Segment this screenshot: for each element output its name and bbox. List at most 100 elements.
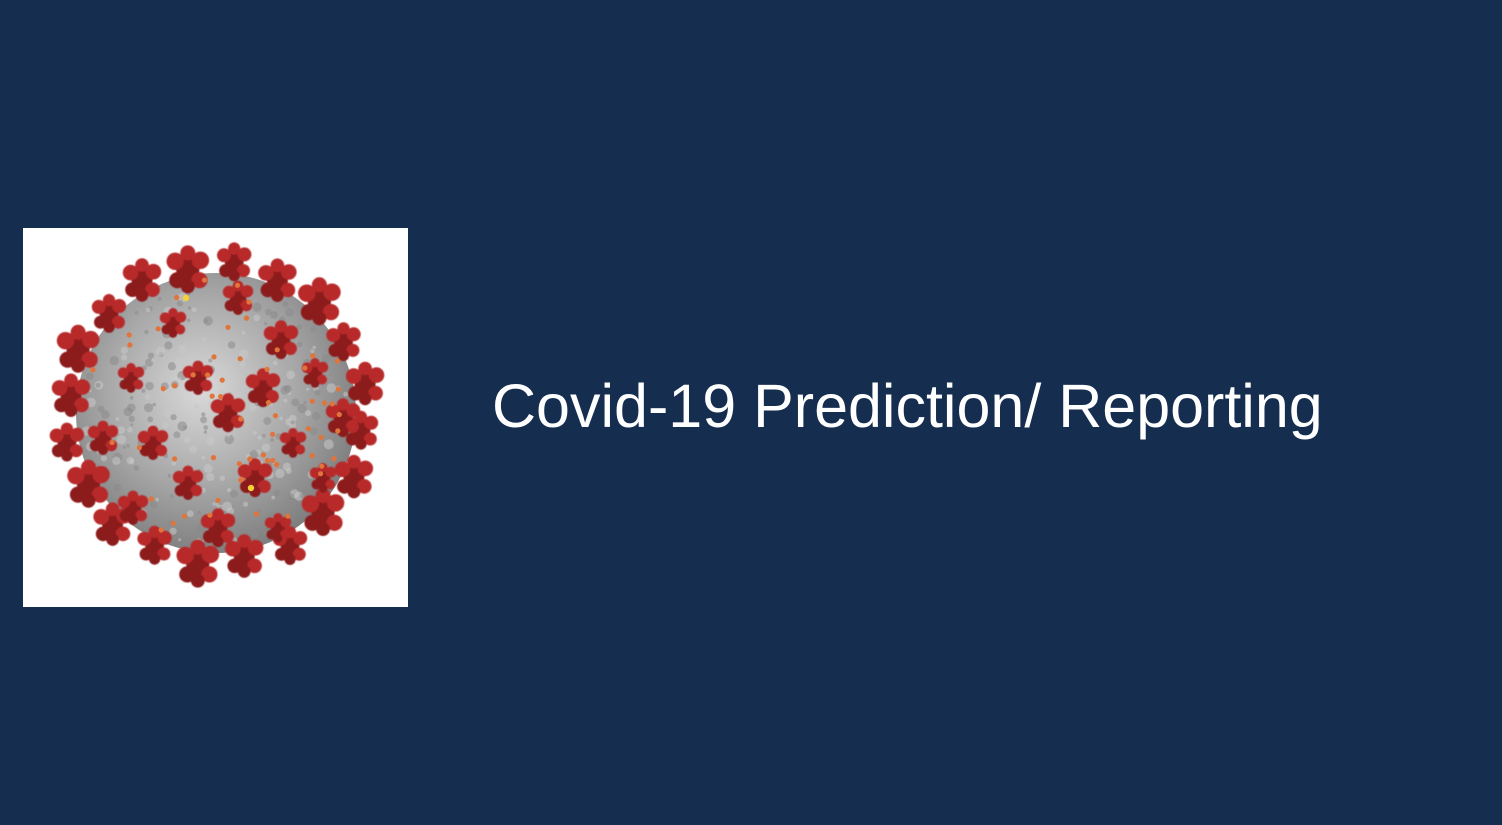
protein-dot [318,471,324,477]
surface-texture-blob [113,483,122,492]
protein-dot [253,511,259,517]
surface-texture-blob [252,431,257,436]
surface-texture-blob [144,403,154,413]
spike-protein [222,280,254,315]
surface-texture-blob [264,322,268,326]
protein-dot [148,496,154,502]
spike-protein [334,454,374,499]
spike-protein [91,294,127,333]
slide-title: Covid-19 Prediction/ Reporting [492,372,1323,440]
protein-dot [334,358,340,364]
surface-texture-blob [117,426,125,435]
spike-protein [326,322,361,362]
protein-dot [238,416,244,422]
surface-texture-blob [147,352,155,359]
surface-texture-blob [178,538,182,542]
surface-texture-blob [146,307,151,313]
surface-texture-blob [321,354,330,363]
surface-texture-blob [152,402,157,407]
surface-texture-blob [115,417,120,421]
surface-texture-blob [171,461,177,467]
surface-texture-blob [312,345,316,350]
surface-texture-blob [167,362,177,371]
spike-protein [159,308,187,338]
surface-texture-blob [191,307,197,313]
surface-texture-blob [186,510,194,518]
surface-texture-blob [226,487,232,493]
surface-texture-blob [273,489,281,497]
spike-protein [56,324,100,373]
surface-texture-blob [208,358,213,363]
protein-dot [270,431,276,437]
surface-texture-blob [109,356,119,366]
surface-texture-blob [326,383,337,393]
spike-protein [301,488,345,536]
surface-texture-blob [164,341,173,350]
protein-dot [285,513,291,519]
spike-protein [258,258,297,302]
spike-protein [176,539,220,588]
surface-texture-blob [156,346,165,356]
surface-texture-blob [170,414,177,421]
protein-dot [170,520,176,526]
surface-texture-blob [145,381,154,391]
protein-dot [172,383,178,389]
spike-protein [200,508,236,548]
surface-texture-blob [226,433,231,438]
surface-texture-blob [262,530,268,536]
highlight-dot [182,294,190,302]
surface-texture-blob [127,403,136,412]
surface-texture-blob [253,314,261,322]
protein-dot [331,456,337,462]
protein-dot [246,299,252,305]
protein-dot [260,452,267,458]
surface-texture-blob [207,401,211,405]
surface-texture-blob [283,384,292,393]
surface-texture-blob [169,527,177,535]
surface-texture-blob [219,475,226,481]
spike-protein [225,534,264,578]
protein-dot [302,365,308,371]
protein-dot [225,324,231,330]
surface-texture-blob [270,311,279,319]
spike-protein [117,490,149,525]
surface-texture-blob [271,495,276,500]
surface-texture-blob [194,403,200,409]
protein-dot [247,456,253,462]
protein-dot [274,461,280,468]
protein-dot [265,400,271,406]
surface-texture-blob [265,308,272,316]
protein-dot [174,294,180,301]
surface-texture-blob [215,503,219,507]
surface-texture-blob [122,445,126,449]
spike-protein [245,368,281,408]
surface-texture-blob [155,497,159,502]
spike-protein [137,525,172,565]
surface-texture-blob [290,420,295,425]
surface-texture-blob [291,398,300,407]
spike-protein [264,513,292,543]
protein-dot [336,411,342,418]
surface-texture-blob [167,473,172,478]
surface-texture-blob [230,489,238,498]
surface-texture-blob [263,416,272,425]
surface-texture-blob [202,337,206,341]
surface-texture-blob [262,433,266,438]
spike-protein [166,245,210,294]
surface-texture-blob [343,391,348,397]
surface-texture-blob [150,501,158,508]
surface-texture-blob [323,439,334,450]
protein-dot [109,439,115,446]
spike-protein [172,465,204,500]
spike-protein [325,398,361,438]
spike-protein [137,425,169,460]
surface-texture-blob [282,301,289,308]
spike-protein [117,363,145,393]
surface-texture-blob [141,388,146,393]
surface-texture-blob [128,415,135,423]
surface-texture-blob [144,329,149,335]
surface-texture-blob [157,296,162,301]
surface-texture-blob [201,455,206,460]
protein-dot [309,453,315,459]
surface-texture-blob [252,302,262,312]
